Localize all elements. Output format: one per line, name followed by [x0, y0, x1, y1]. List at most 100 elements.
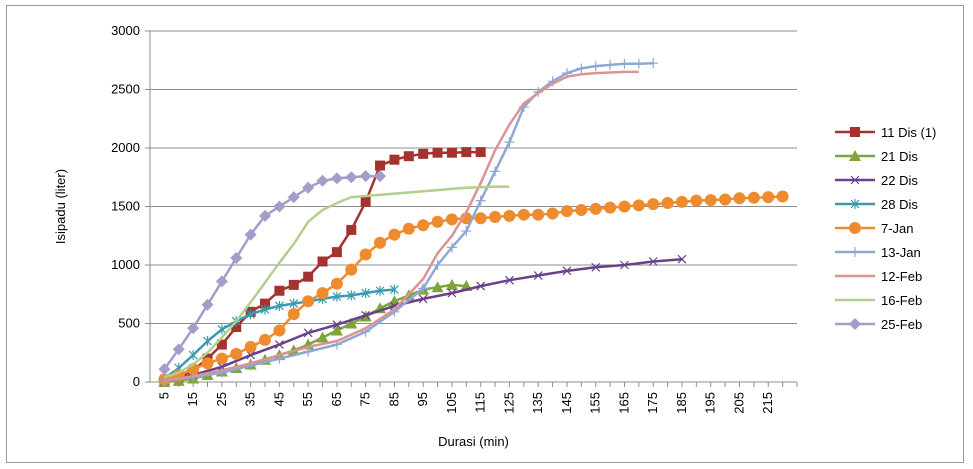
data-point [287, 308, 300, 321]
data-point [303, 328, 313, 338]
legend: 11 Dis (1) 21 Dis 22 Dis 28 Dis 7-Jan 13-Jan 1… [835, 125, 936, 332]
data-point [690, 194, 703, 207]
data-point [476, 281, 486, 291]
x-tick-label: 95 [415, 392, 430, 406]
data-point [474, 212, 487, 225]
data-point [505, 275, 514, 285]
data-point [346, 224, 357, 235]
data-point [431, 215, 444, 228]
data-point [489, 211, 502, 224]
data-point [733, 192, 746, 205]
data-point [849, 318, 861, 330]
data-point [374, 236, 387, 249]
data-point [445, 213, 458, 226]
data-point [246, 309, 256, 320]
y-tick-label: 3000 [111, 23, 140, 38]
data-point [417, 219, 430, 232]
legend-item: 16-Feb [835, 293, 922, 308]
data-point [203, 336, 212, 347]
data-point [418, 294, 428, 304]
data-point [591, 262, 601, 272]
data-point [359, 248, 372, 261]
data-point [216, 339, 227, 350]
x-tick-label: 215 [760, 392, 775, 414]
legend-item: 28 Dis [835, 197, 918, 212]
data-point [762, 191, 775, 204]
data-point [403, 151, 414, 162]
data-point [632, 199, 645, 212]
series-line [164, 70, 639, 383]
line-chart: 0 500 1000 1500 2000 2500 3000 5 15 25 35 45 55 65 75 8… [53, 23, 936, 449]
data-point [215, 275, 228, 288]
data-point [274, 340, 284, 349]
data-point [503, 209, 516, 222]
data-point [475, 147, 486, 158]
legend-item: 13-Jan [835, 245, 921, 260]
data-point [517, 208, 530, 221]
series-25-feb [158, 170, 387, 376]
data-point [850, 247, 860, 257]
data-point [589, 202, 602, 215]
data-point [776, 190, 789, 203]
data-point [850, 199, 860, 209]
data-point [389, 284, 399, 295]
data-point [303, 271, 314, 282]
x-tick-label: 15 [185, 392, 200, 406]
data-point [576, 63, 587, 74]
data-point [648, 58, 659, 69]
data-point [562, 266, 572, 276]
data-point [675, 195, 688, 208]
data-point [446, 147, 457, 158]
data-point [633, 58, 644, 69]
data-point [619, 58, 630, 69]
data-point [316, 331, 329, 343]
data-point [361, 288, 371, 299]
y-tick-label: 2500 [111, 82, 140, 97]
data-point [647, 198, 660, 211]
data-point [259, 209, 272, 222]
series-13-jan [159, 58, 659, 386]
data-point [361, 310, 371, 320]
x-tick-label: 195 [703, 392, 718, 414]
data-point [375, 160, 386, 171]
data-point [316, 287, 329, 300]
data-point [260, 298, 271, 309]
x-tick-label: 35 [243, 392, 258, 406]
data-point [201, 298, 214, 311]
data-point [605, 59, 616, 70]
data-point [302, 181, 315, 194]
legend-label: 21 Dis [881, 149, 918, 164]
data-point [475, 195, 486, 206]
data-point [432, 260, 443, 270]
x-tick-label: 135 [530, 392, 545, 414]
y-tick-label: 500 [118, 316, 140, 331]
data-point [259, 333, 272, 346]
data-point [274, 300, 284, 311]
series-line [164, 185, 510, 379]
legend-item: 7-Jan [835, 221, 914, 236]
data-point [244, 340, 257, 353]
data-point [288, 279, 299, 290]
x-tick-label: 75 [358, 392, 373, 406]
data-point [604, 201, 617, 214]
data-point [215, 352, 228, 365]
data-point [201, 357, 214, 370]
x-tick-label: 145 [559, 392, 574, 414]
data-point [317, 256, 328, 267]
legend-label: 13-Jan [881, 245, 921, 260]
data-point [461, 147, 472, 158]
data-point [648, 257, 658, 266]
data-point [461, 226, 472, 237]
data-point [850, 175, 860, 185]
data-point [590, 61, 601, 72]
data-point [504, 137, 515, 148]
data-point [274, 285, 285, 296]
legend-label: 22 Dis [881, 173, 918, 188]
legend-label: 16-Feb [881, 293, 922, 308]
data-point [431, 281, 444, 293]
data-point [289, 298, 299, 309]
data-point [230, 347, 243, 360]
data-point [418, 148, 429, 159]
data-point [533, 271, 543, 280]
data-point [158, 363, 171, 376]
